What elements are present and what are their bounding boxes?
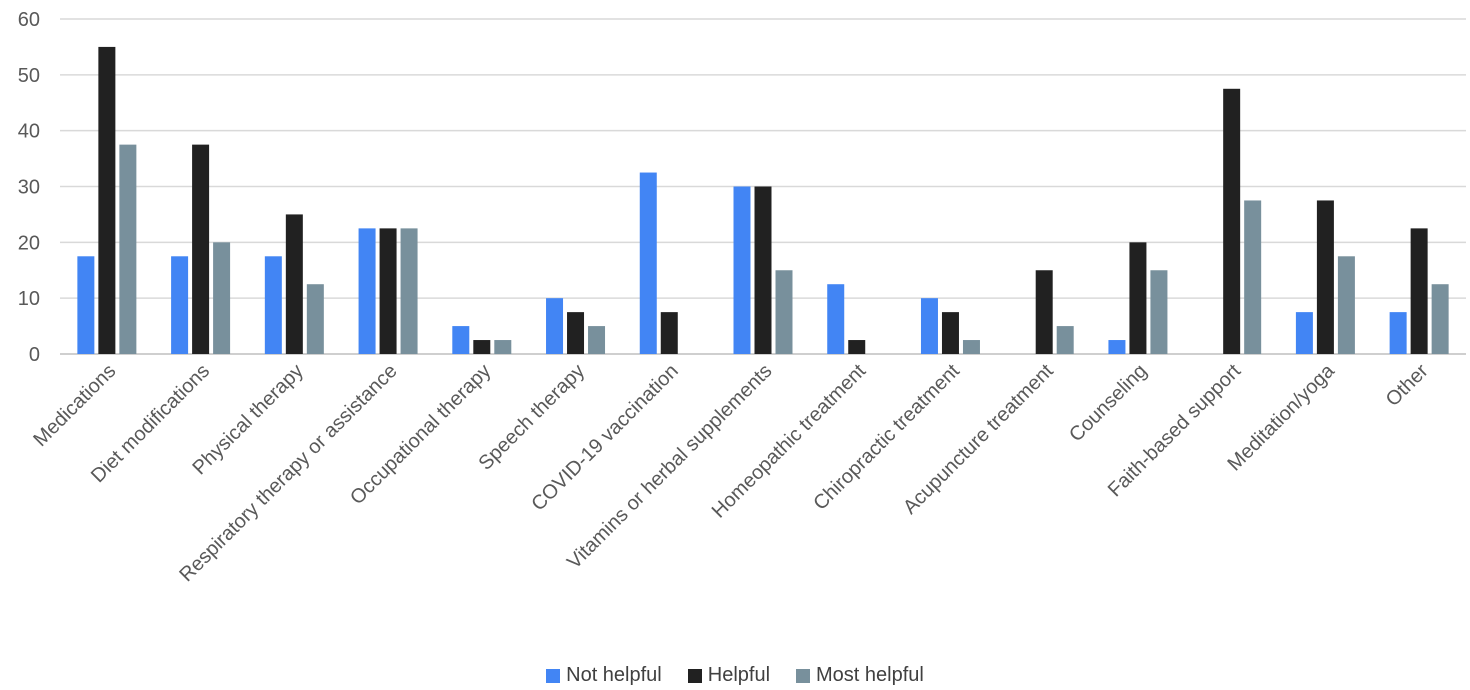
y-tick-label: 20 (18, 232, 40, 254)
bar (1056, 326, 1074, 354)
bar (962, 340, 980, 354)
bar (1108, 340, 1126, 354)
bar (1389, 312, 1407, 354)
bar (1150, 270, 1168, 354)
y-tick-label: 0 (29, 344, 40, 366)
bar (192, 144, 210, 354)
y-tick-label: 10 (18, 288, 40, 310)
bar (306, 284, 324, 354)
bar (1431, 284, 1449, 354)
bar (775, 270, 793, 354)
x-tick-label: Medications (29, 360, 120, 451)
bar (546, 298, 564, 354)
bar (1295, 312, 1313, 354)
x-tick-label: Acupuncture treatment (899, 360, 1058, 519)
bar (920, 298, 938, 354)
legend-swatch (687, 668, 702, 683)
legend-swatch (546, 668, 561, 683)
bar (1244, 200, 1262, 354)
legend-item: Most helpful (796, 664, 924, 687)
bar (400, 228, 418, 354)
x-tick-label: Other (1382, 360, 1433, 411)
bar (1223, 88, 1241, 355)
bar (98, 46, 116, 355)
y-axis-ticks: 0 10 20 30 40 50 60 (18, 9, 40, 366)
bar (77, 256, 95, 354)
legend-label: Helpful (707, 664, 771, 686)
bar (1337, 256, 1355, 354)
bar (379, 228, 397, 354)
bar (941, 312, 959, 354)
legend-label: Not helpful (566, 664, 662, 686)
bar (1410, 228, 1428, 354)
bar (285, 214, 303, 354)
legend-swatch (796, 668, 811, 683)
bar (119, 144, 137, 354)
bar (754, 186, 772, 354)
bar (452, 326, 470, 354)
bars (77, 46, 1449, 355)
bar (494, 340, 512, 354)
bar (213, 242, 231, 354)
bar (588, 326, 606, 354)
x-tick-label: Vitamins or herbal supplements (563, 360, 776, 573)
bar (848, 340, 866, 354)
x-tick-label: Counseling (1065, 360, 1151, 446)
bar (473, 340, 491, 354)
bar (1129, 242, 1147, 354)
legend-item: Not helpful (546, 664, 662, 687)
bar (171, 256, 189, 354)
bar (827, 284, 845, 354)
y-tick-label: 40 (18, 121, 40, 143)
bar (1316, 200, 1334, 354)
bar (358, 228, 376, 354)
bar (639, 172, 657, 354)
legend-label: Most helpful (816, 664, 924, 686)
bar (1035, 270, 1053, 354)
bar (264, 256, 282, 354)
x-tick-label: Homeopathic treatment (708, 360, 871, 523)
bar (567, 312, 585, 354)
legend-item: Helpful (687, 664, 771, 687)
bar (660, 312, 678, 354)
y-tick-label: 30 (18, 177, 40, 199)
bar (733, 186, 751, 354)
y-tick-label: 50 (18, 65, 40, 87)
y-tick-label: 60 (18, 9, 40, 31)
chart-legend: Not helpful Helpful Most helpful (0, 664, 1470, 687)
